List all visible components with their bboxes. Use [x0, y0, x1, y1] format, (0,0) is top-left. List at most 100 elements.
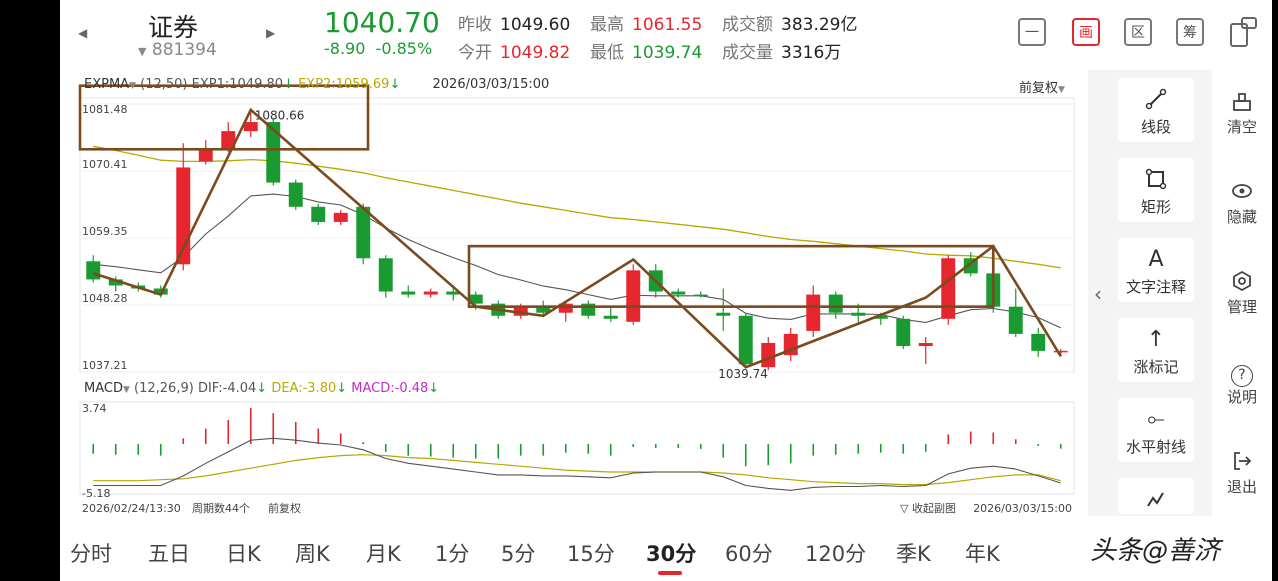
tab-日K[interactable]: 日K	[226, 542, 261, 566]
quote-value: 1049.60	[500, 15, 571, 35]
quote-value: 1061.55	[632, 15, 703, 35]
tool-label: 水平射线	[1125, 438, 1186, 456]
tab-五日[interactable]: 五日	[148, 542, 190, 566]
action-manage[interactable]: 管理	[1212, 270, 1272, 317]
tab-年K[interactable]: 年K	[965, 542, 1000, 566]
tool-up-mark[interactable]: ↑ 涨标记	[1118, 318, 1194, 382]
stock-name[interactable]: 证券	[148, 13, 199, 42]
drawing-actions-column: 清空 隐藏 管理 ? 说明 退出	[1212, 70, 1272, 516]
dif-value: DIF:-4.04	[197, 381, 257, 396]
candle-body	[288, 182, 303, 207]
prev-stock-arrow-icon[interactable]: ◀	[78, 26, 88, 40]
macd-indicator-name[interactable]: MACD	[84, 381, 123, 396]
action-help[interactable]: ? 说明	[1212, 360, 1272, 407]
tool-line-segment[interactable]: 线段	[1118, 78, 1194, 142]
candle-body	[1053, 350, 1068, 353]
drawn-trend-polyline	[92, 107, 1062, 369]
exp1-value: EXP1:1049.80	[191, 77, 284, 92]
dea-value: DEA:-3.80	[271, 381, 337, 396]
candle-body	[806, 294, 821, 331]
exp1-line	[93, 193, 1062, 329]
candle-body	[671, 291, 686, 295]
low-price-label: 1039.74	[718, 367, 768, 381]
pattern-icon	[1118, 488, 1194, 512]
tab-5分[interactable]: 5分	[501, 542, 536, 566]
candle-body	[401, 291, 416, 295]
quote-header: ◀ ▶ 证券 ▼ 881394 1040.70 -8.90 -0.85% 昨收 1…	[60, 0, 1272, 68]
dea-line	[93, 454, 1061, 486]
adjustment-label: 前复权	[1019, 81, 1059, 96]
candle-body	[851, 312, 866, 316]
action-exit[interactable]: 退出	[1212, 450, 1272, 497]
tool-text-annotation[interactable]: A 文字注释	[1118, 238, 1194, 302]
macd-axis-label: -5.18	[82, 487, 110, 500]
current-price: 1040.70	[324, 6, 440, 39]
candle-body	[626, 270, 641, 322]
footer-end-date: 2026/03/03/15:00	[973, 502, 1072, 515]
exp2-value: EXP2:1059.69	[298, 77, 390, 92]
candle-body	[153, 288, 168, 295]
quote-open: 今开 1049.82	[458, 38, 570, 63]
dropdown-triangle-icon: ▼	[138, 45, 147, 58]
action-hide[interactable]: 隐藏	[1212, 180, 1272, 227]
next-stock-arrow-icon[interactable]: ▶	[266, 26, 276, 40]
tab-15分[interactable]: 15分	[567, 542, 615, 566]
active-tab-indicator	[658, 571, 682, 575]
tab-60分[interactable]: 60分	[725, 542, 773, 566]
left-bezel	[0, 0, 60, 581]
right-bezel	[1272, 0, 1278, 581]
tab-120分[interactable]: 120分	[805, 542, 867, 566]
candle-body	[828, 294, 843, 313]
quote-turnover: 成交额 383.29亿	[722, 10, 857, 35]
price-axis-label: 1081.48	[82, 103, 128, 116]
action-clear[interactable]: 清空	[1212, 90, 1272, 137]
action-label: 清空	[1226, 118, 1257, 136]
tab-分时[interactable]: 分时	[70, 542, 112, 566]
quote-value: 1049.82	[500, 43, 571, 63]
chart-svg[interactable]: 1081.48 1070.41 1059.35 1048.28 1037.21 3.74 -…	[68, 70, 1078, 520]
draw-tool-button[interactable]: 画	[1072, 18, 1100, 46]
indicator-dropdown-icon[interactable]: ▼	[129, 81, 136, 91]
macd-dropdown-icon[interactable]: ▼	[122, 385, 130, 395]
high-price-label: 1080.66	[255, 109, 305, 123]
collapse-subchart-button[interactable]: ▽ 收起副图	[900, 501, 956, 515]
dea-down-arrow-icon: ↓	[336, 381, 348, 396]
tab-季K[interactable]: 季K	[896, 542, 931, 566]
adjustment-selector[interactable]: 前复权▼	[1019, 77, 1065, 96]
adjustment-dropdown-icon: ▼	[1058, 85, 1065, 95]
quote-label: 今开	[458, 43, 492, 63]
quote-value: 3316万	[781, 43, 842, 63]
tool-label: 涨标记	[1133, 358, 1179, 376]
tab-1分[interactable]: 1分	[435, 542, 470, 566]
price-axis-label: 1059.35	[82, 225, 128, 238]
dif-down-arrow-icon: ↓	[256, 381, 268, 396]
line-tool-button[interactable]: 一	[1018, 18, 1046, 46]
macd-params: (12,26,9)	[134, 381, 194, 396]
candle-body	[86, 261, 101, 280]
candle-body	[513, 306, 528, 316]
tool-horizontal-ray[interactable]: ⟜ 水平射线	[1118, 398, 1194, 462]
range-tool-button[interactable]: 区	[1124, 18, 1152, 46]
stock-code[interactable]: ▼ 881394	[138, 40, 217, 60]
candle-body	[873, 315, 888, 319]
chips-tool-button[interactable]: 筹	[1176, 18, 1204, 46]
candle-body	[356, 206, 371, 259]
main-indicator-name[interactable]: EXPMA	[84, 77, 130, 92]
text-icon: A	[1148, 247, 1164, 272]
quote-value: 1039.74	[632, 43, 703, 63]
tool-more-pattern[interactable]	[1118, 478, 1194, 514]
candle-body	[311, 206, 326, 222]
macd-legend[interactable]: MACD▼ (12,26,9) DIF:-4.04↓ DEA:-3.80↓ MA…	[84, 381, 439, 396]
action-label: 退出	[1226, 478, 1257, 496]
tab-周K[interactable]: 周K	[295, 542, 330, 566]
rotate-screen-icon[interactable]	[1228, 16, 1258, 48]
main-indicator-legend[interactable]: EXPMA▼ (12,50) EXP1:1049.80↓ EXP2:1059.6…	[84, 77, 549, 92]
candle-body	[693, 294, 708, 297]
collapse-panel-chevron-icon[interactable]: ‹	[1094, 282, 1102, 306]
tab-30分[interactable]: 30分	[646, 542, 697, 566]
tool-rectangle[interactable]: 矩形	[1118, 158, 1194, 222]
kline-chart-area[interactable]: 1081.48 1070.41 1059.35 1048.28 1037.21 3.74 -…	[68, 70, 1078, 520]
tab-月K[interactable]: 月K	[366, 542, 401, 566]
exp2-line	[93, 145, 1061, 269]
